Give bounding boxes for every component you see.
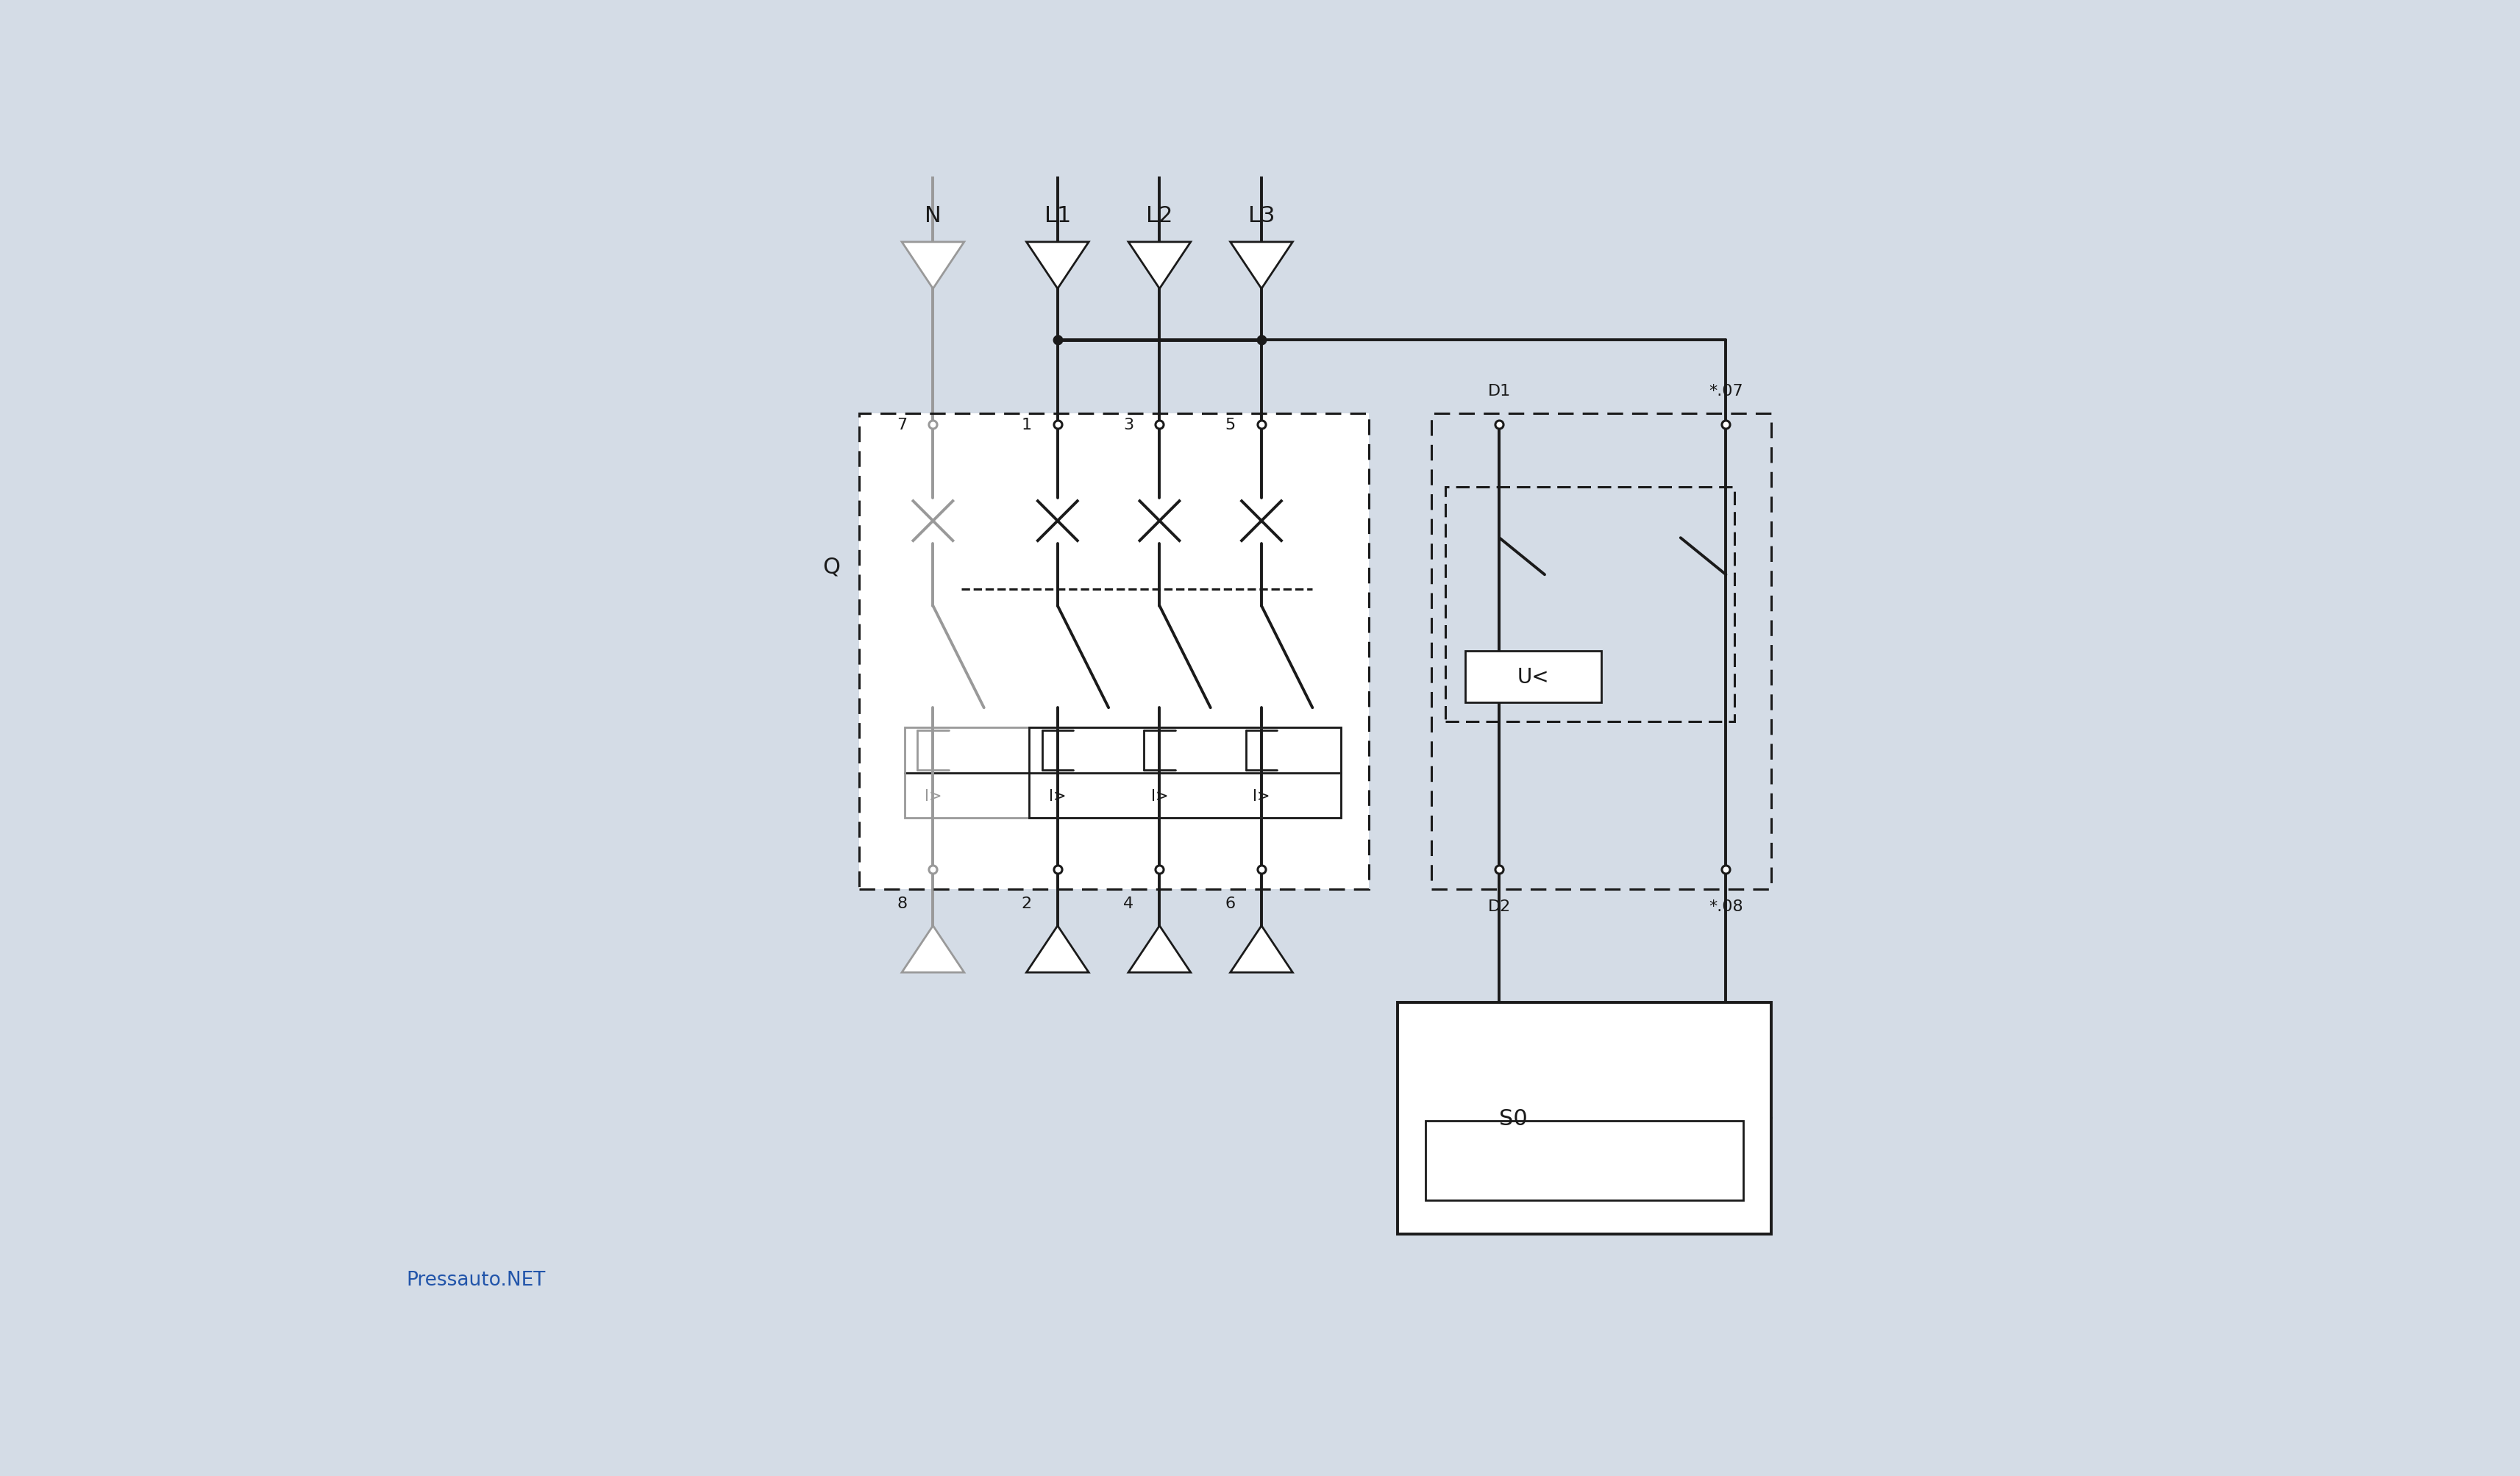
Text: N: N (925, 205, 942, 226)
Bar (1446, 487, 1734, 722)
Polygon shape (1129, 925, 1189, 973)
Text: *.08: *.08 (1709, 899, 1744, 914)
Polygon shape (902, 925, 965, 973)
Text: 6: 6 (1225, 896, 1235, 911)
Text: *.07: *.07 (1709, 384, 1744, 399)
Text: 7: 7 (897, 418, 907, 432)
Bar (1028, 728, 1341, 818)
Text: 3: 3 (1124, 418, 1134, 432)
Text: L2: L2 (1147, 205, 1172, 226)
Text: D2: D2 (1487, 899, 1512, 914)
Bar (905, 728, 1341, 818)
Polygon shape (1230, 242, 1293, 289)
Bar (1431, 413, 1772, 889)
Bar (1399, 1002, 1772, 1234)
Text: Pressauto.NET: Pressauto.NET (406, 1271, 544, 1289)
Text: 8: 8 (897, 896, 907, 911)
Polygon shape (1230, 925, 1293, 973)
Bar (1464, 651, 1600, 703)
Text: 5: 5 (1225, 418, 1235, 432)
Text: L3: L3 (1247, 205, 1275, 226)
Polygon shape (902, 242, 965, 289)
Polygon shape (1129, 242, 1189, 289)
Bar (859, 413, 1368, 889)
Text: 1: 1 (1021, 418, 1031, 432)
Text: I>: I> (1152, 788, 1169, 803)
Bar (1426, 1122, 1744, 1200)
Text: U<: U< (1517, 667, 1550, 688)
Text: S0: S0 (1499, 1107, 1527, 1129)
Bar (859, 413, 1368, 889)
Polygon shape (1026, 925, 1089, 973)
Text: L1: L1 (1043, 205, 1071, 226)
Text: 2: 2 (1021, 896, 1031, 911)
Text: D1: D1 (1487, 384, 1512, 399)
Text: 4: 4 (1124, 896, 1134, 911)
Text: Q: Q (822, 556, 839, 577)
Text: I>: I> (1252, 788, 1270, 803)
Text: I>: I> (1048, 788, 1066, 803)
Text: I>: I> (925, 788, 942, 803)
Polygon shape (1026, 242, 1089, 289)
